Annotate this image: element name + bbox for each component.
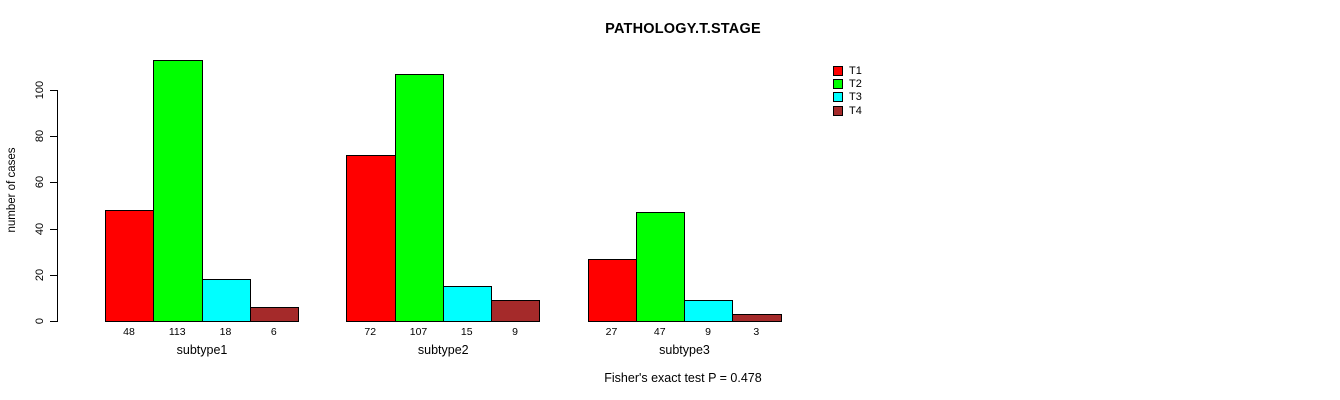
bar-value-label: 113 [168,326,186,338]
bar-value-label: 48 [123,326,135,338]
y-axis-tick-label: 0 [34,317,46,325]
bar-t3-subtype2 [442,286,492,322]
y-axis-line [57,90,58,322]
bar-value-label: 18 [219,326,232,338]
bar-t4-subtype2 [491,300,541,322]
bar-value-label: 15 [460,326,473,338]
y-axis-tick [50,90,57,91]
bar-t4-subtype3 [732,314,782,322]
legend-label-t2: T2 [849,78,862,91]
x-axis-category-label: subtype1 [176,343,228,357]
bar-value-label: 27 [605,326,618,338]
legend-label-t4: T4 [849,104,862,117]
y-axis-tick [50,182,57,184]
legend-swatch-t4 [833,105,843,116]
y-axis-tick-label: 20 [34,268,46,281]
y-axis-tick-label: 100 [34,80,46,100]
y-axis-tick [50,228,57,230]
bar-t2-subtype3 [635,212,685,322]
bar-value-label: 6 [270,326,277,338]
bar-t1-subtype1 [105,210,155,322]
x-axis-category-label: subtype2 [417,343,469,357]
bar-t1-subtype2 [346,154,396,322]
bar-value-label: 107 [409,326,428,338]
bar-t4-subtype1 [249,307,299,322]
bar-value-label: 3 [753,326,760,338]
legend-swatch-t3 [833,92,843,103]
y-axis-title: number of cases [6,147,18,233]
y-axis-tick [50,274,57,276]
bar-value-label: 9 [512,326,518,338]
fisher-test-annotation: Fisher's exact test P = 0.478 [604,371,762,385]
bar-t3-subtype1 [201,279,251,322]
y-axis-tick-label: 40 [34,222,46,235]
bar-t3-subtype3 [684,300,734,322]
y-axis-tick-label: 60 [34,176,46,189]
y-axis-tick [50,136,57,138]
bar-t2-subtype1 [153,59,203,322]
y-axis-tick [50,321,57,322]
bar-value-label: 72 [364,326,377,338]
legend-label-t3: T3 [849,91,862,104]
x-axis-category-label: subtype3 [659,343,710,357]
bar-t2-subtype2 [394,73,444,322]
chart-title: PATHOLOGY.T.STAGE [605,21,761,37]
bar-t1-subtype3 [587,258,637,322]
bar-value-label: 9 [705,326,711,338]
y-axis-tick-label: 80 [34,130,46,143]
legend-swatch-t2 [833,79,843,90]
legend-swatch-t1 [833,66,843,76]
legend-label-t1: T1 [849,65,862,77]
bar-value-label: 47 [653,326,666,338]
